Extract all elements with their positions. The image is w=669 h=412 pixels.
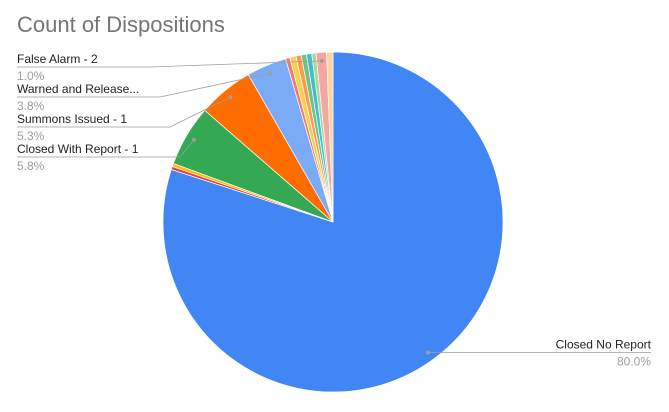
- pie-slice: [162, 51, 504, 393]
- leader-line: [17, 60, 322, 68]
- slice-label: Closed With Report - 1: [17, 142, 139, 156]
- slice-label: Closed No Report: [556, 338, 652, 352]
- leader-line: [17, 72, 270, 98]
- leader-dot: [191, 137, 196, 142]
- slice-label: Warned and Release...: [17, 82, 139, 96]
- slice-percent: 1.0%: [17, 69, 45, 83]
- leader-dot: [319, 58, 324, 63]
- slice-percent: 80.0%: [617, 355, 651, 369]
- leader-line: [17, 139, 195, 158]
- leader-dot: [267, 71, 272, 76]
- leader-dot: [425, 350, 430, 355]
- leader-dot: [228, 95, 233, 100]
- chart-title: Count of Dispositions: [17, 12, 225, 37]
- slice-label: False Alarm - 2: [17, 52, 98, 66]
- slice-percent: 3.8%: [17, 99, 45, 113]
- slice-percent: 5.3%: [17, 129, 45, 143]
- slice-label: Summons Issued - 1: [17, 112, 127, 126]
- leader-line: [17, 96, 231, 128]
- slice-percent: 5.8%: [17, 159, 45, 173]
- pie-slice: [326, 51, 334, 223]
